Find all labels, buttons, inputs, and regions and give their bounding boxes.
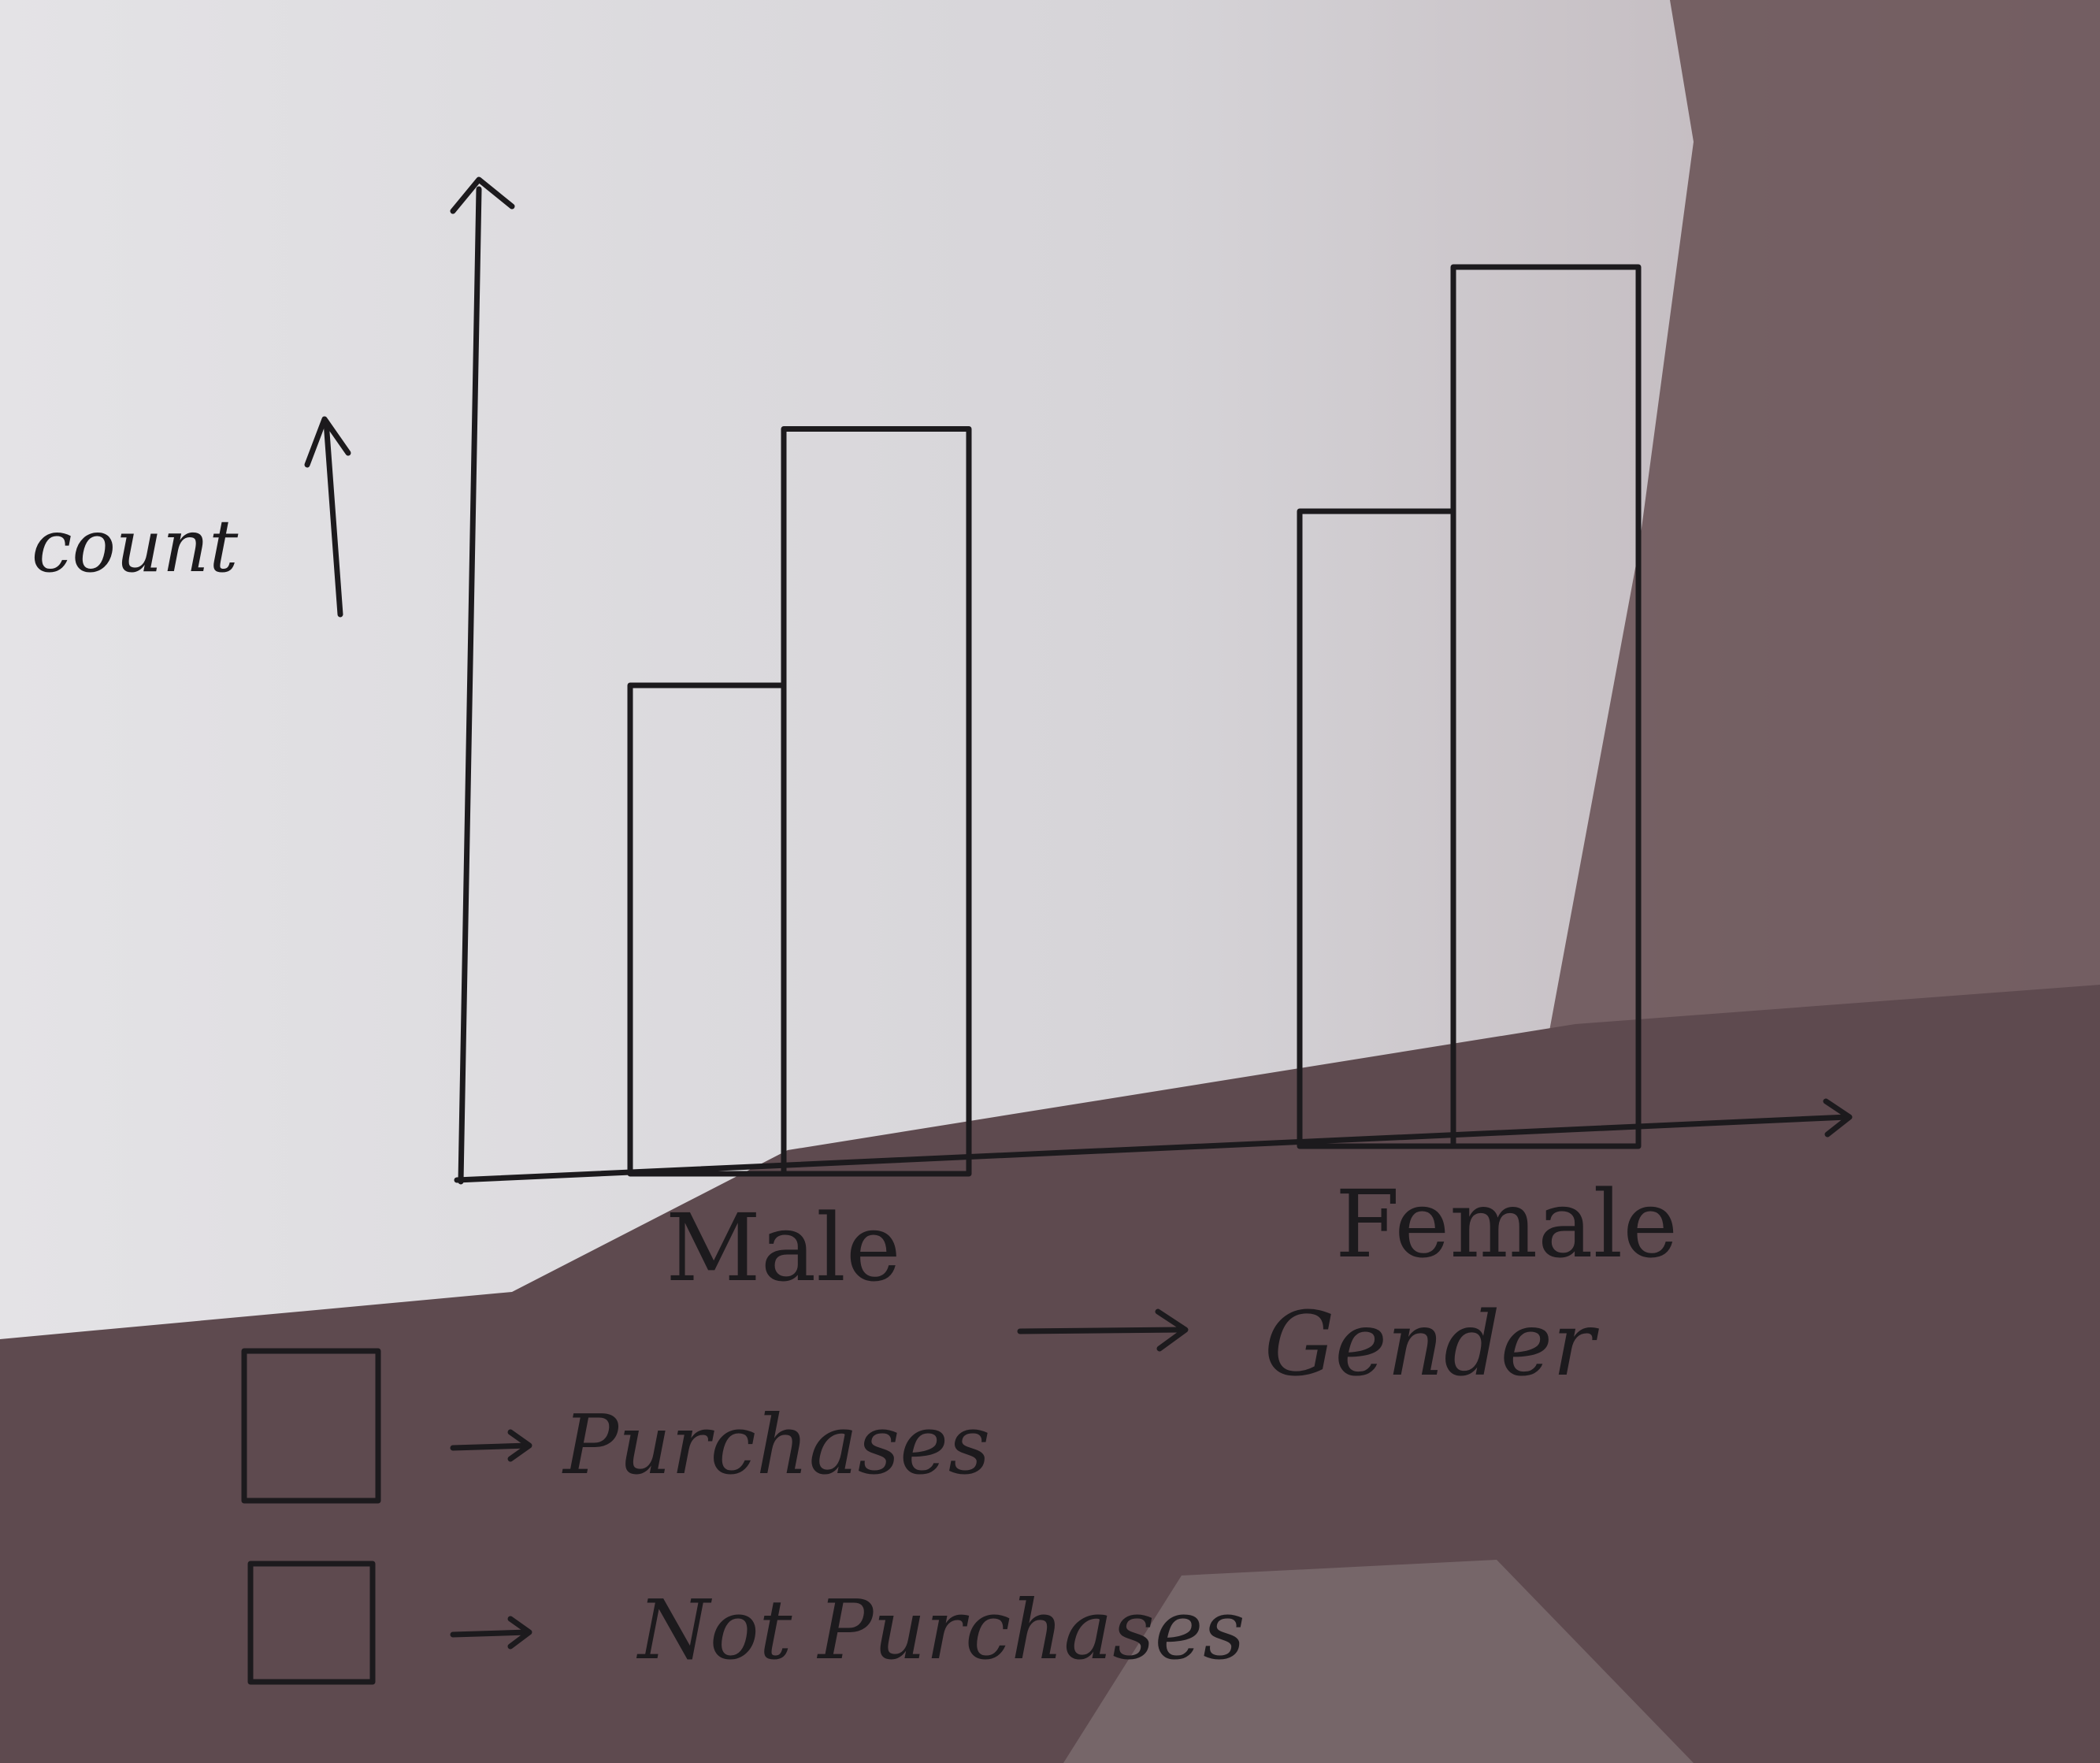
y-axis-arrowhead <box>450 176 515 214</box>
bar-not-purchases-male <box>781 426 972 1177</box>
arrow-icon <box>450 1616 532 1650</box>
y-axis-arrow <box>304 416 351 618</box>
x-axis-line <box>454 1114 1850 1183</box>
x-axis-arrowhead <box>1823 1098 1853 1138</box>
x-axis-label: Gender <box>1264 1293 1600 1396</box>
light-patch <box>1063 1560 1694 1763</box>
x-axis-arrow <box>1017 1308 1189 1352</box>
legend-item-not-purchases: Not Purchases <box>247 1561 1245 1685</box>
arrow-icon <box>450 1429 532 1462</box>
legend-label-not-purchases: Not Purchases <box>636 1582 1245 1678</box>
legend-label-purchases: Purchases <box>562 1397 990 1493</box>
y-axis-line <box>458 186 482 1185</box>
shadow-bottom <box>0 985 2100 1763</box>
bars: Male Female <box>627 264 1678 1302</box>
x-tick-label-female: Female <box>1335 1170 1678 1279</box>
bar-not-purchases-female <box>1450 264 1642 1149</box>
legend: Purchases Not Purchases <box>241 1348 1245 1685</box>
legend-swatch-purchases <box>241 1348 381 1504</box>
labels: count Gender <box>32 416 1600 1396</box>
y-axis-label: count <box>32 504 239 588</box>
x-tick-label-male: Male <box>666 1193 901 1302</box>
legend-swatch-not-purchases <box>247 1561 376 1685</box>
legend-item-purchases: Purchases <box>241 1348 990 1504</box>
axes <box>450 176 1853 1185</box>
